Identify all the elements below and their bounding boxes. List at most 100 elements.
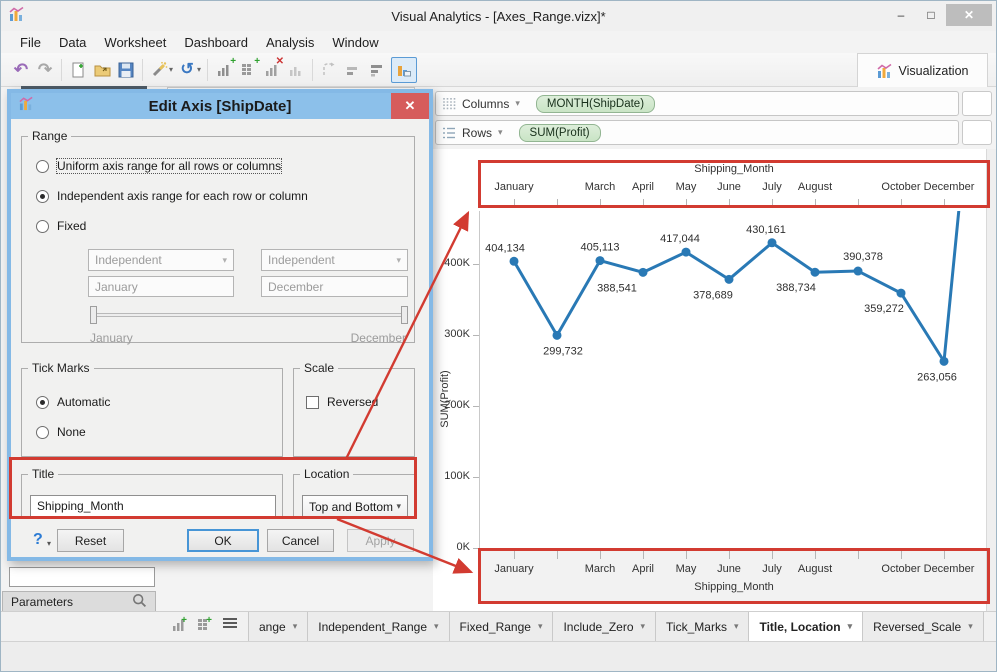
visualization-tab[interactable]: Visualization [857, 53, 988, 87]
tab-dropdown-icon[interactable]: ▾ [537, 621, 543, 631]
wand-dropdown-icon[interactable]: ▾ [169, 65, 174, 74]
y-tick-label: 0K [456, 541, 470, 553]
tab-dropdown-icon[interactable]: ▾ [847, 621, 853, 631]
data-point-october[interactable] [896, 288, 906, 298]
tab-dropdown-icon[interactable]: ▾ [640, 621, 646, 631]
columns-field-pill[interactable]: MONTH(ShipDate) [535, 94, 656, 113]
parameters-header[interactable]: Parameters [2, 591, 156, 613]
tab-list-menu-icon[interactable] [222, 617, 238, 636]
data-point-may[interactable] [681, 247, 691, 257]
maximize-button[interactable]: □ [927, 8, 935, 22]
new-document-icon[interactable] [66, 58, 90, 82]
sort-descending-icon[interactable] [365, 58, 389, 82]
menu-item-analysis[interactable]: Analysis [265, 34, 315, 50]
radio-independent-range[interactable]: Independent axis range for each row or c… [36, 189, 308, 203]
ok-button[interactable]: OK [187, 529, 259, 552]
menu-item-window[interactable]: Window [332, 34, 379, 50]
delete-chart-icon[interactable]: ✕ [260, 56, 284, 82]
columns-shelf-end[interactable] [962, 91, 992, 116]
undo-icon[interactable]: ↶ [13, 60, 29, 79]
cancel-button[interactable]: Cancel [267, 529, 334, 552]
columns-dropdown-icon[interactable]: ▾ [515, 98, 520, 108]
data-point-april[interactable] [638, 267, 648, 277]
columns-grip-icon [443, 97, 456, 110]
refresh-dropdown-icon[interactable]: ▾ [197, 65, 202, 74]
tab-label: Fixed_Range [459, 619, 531, 634]
radio-fixed-range[interactable]: Fixed [36, 219, 86, 233]
data-point-label: 388,734 [776, 282, 816, 294]
add-chart-icon[interactable]: + [212, 56, 236, 82]
tab-ange[interactable]: ange ▾ [248, 612, 309, 641]
tab-independent-range[interactable]: Independent_Range ▾ [308, 612, 450, 641]
show-chart-tool-active[interactable] [391, 56, 418, 83]
radio-icon[interactable] [36, 219, 49, 233]
dialog-close-button[interactable]: ✕ [391, 93, 429, 119]
location-select[interactable]: Top and Bottom ▾ [302, 495, 408, 518]
tab-fixed-range[interactable]: Fixed_Range ▾ [449, 612, 554, 641]
radio-icon[interactable] [36, 425, 49, 439]
range-min-field: January [88, 276, 234, 297]
rows-dropdown-icon[interactable]: ▾ [498, 127, 503, 137]
axis-title-input[interactable]: Shipping_Month [30, 495, 276, 517]
reset-button[interactable]: Reset [57, 529, 124, 552]
rows-field-pill[interactable]: SUM(Profit) [518, 123, 601, 142]
redo-icon[interactable]: ↷ [37, 60, 53, 79]
sort-ascending-icon[interactable] [341, 58, 365, 82]
menu-item-dashboard[interactable]: Dashboard [184, 34, 248, 50]
data-point-july[interactable] [767, 238, 777, 248]
data-point-march[interactable] [595, 256, 605, 266]
tab-tick-marks[interactable]: Tick_Marks ▾ [656, 612, 750, 641]
left-panel-field[interactable] [9, 567, 155, 587]
chart-options-icon[interactable] [284, 58, 308, 82]
radio-tick-none[interactable]: None [36, 425, 86, 439]
radio-uniform-range[interactable]: Uniform axis range for all rows or colum… [36, 158, 283, 174]
profit-line-chart[interactable]: 404,134 299,732 405,113 388,541 417,044 378,6… [479, 211, 986, 548]
menu-item-data[interactable]: Data [58, 34, 87, 50]
refresh-icon[interactable]: ↺ [180, 60, 194, 78]
search-icon[interactable] [132, 593, 147, 611]
help-dropdown-icon[interactable]: ▾ [47, 539, 52, 548]
data-point-august[interactable] [810, 267, 820, 277]
radio-icon[interactable] [36, 159, 49, 173]
radio-tick-automatic[interactable]: Automatic [36, 395, 110, 409]
rows-shelf-end[interactable] [962, 120, 992, 145]
tab-reversed-scale[interactable]: Reversed_Scale ▾ [863, 612, 984, 641]
chart-top-axis[interactable]: Shipping_Month January March April May June J… [479, 161, 989, 208]
tab-include-zero[interactable]: Include_Zero ▾ [553, 612, 657, 641]
wizard-wand-icon[interactable] [147, 58, 171, 82]
columns-shelf[interactable]: Columns ▾ MONTH(ShipDate) [435, 91, 959, 116]
tab-label: Independent_Range [318, 619, 428, 634]
vertical-scrollbar[interactable] [986, 149, 996, 613]
save-icon[interactable] [114, 58, 138, 82]
chart-canvas[interactable]: Shipping_Month January March April May June J… [433, 149, 989, 613]
checkbox-icon[interactable] [306, 395, 319, 409]
new-crosstab-tab-icon[interactable]: + [197, 615, 212, 637]
menu-item-worksheet[interactable]: Worksheet [104, 34, 167, 50]
tab-dropdown-icon[interactable]: ▾ [733, 621, 739, 631]
data-point-june[interactable] [724, 274, 734, 284]
rows-shelf[interactable]: Rows ▾ SUM(Profit) [435, 120, 959, 145]
tab-dropdown-icon[interactable]: ▾ [968, 621, 973, 631]
data-point-september[interactable] [853, 266, 863, 276]
data-point-january[interactable] [509, 256, 519, 266]
radio-icon-selected[interactable] [36, 189, 49, 203]
reversed-checkbox-row[interactable]: Reversed [306, 395, 378, 409]
swap-axes-icon[interactable] [317, 58, 341, 82]
new-chart-tab-icon[interactable]: + [172, 615, 187, 637]
radio-icon-selected[interactable] [36, 395, 49, 409]
add-crosstab-icon[interactable]: + [236, 56, 260, 82]
tab-dropdown-icon[interactable]: ▾ [434, 621, 439, 631]
open-folder-icon[interactable] [90, 58, 114, 82]
help-button[interactable]: ? [33, 531, 43, 548]
tab-title-location[interactable]: Title, Location ▾ [749, 612, 864, 641]
close-button[interactable]: ✕ [946, 4, 992, 26]
minimize-button[interactable]: – [897, 8, 905, 22]
data-point-february[interactable] [552, 330, 562, 340]
dialog-titlebar[interactable]: Edit Axis [ShipDate] ✕ [11, 93, 429, 119]
menu-item-file[interactable]: File [20, 34, 41, 50]
apply-button[interactable]: Apply [347, 529, 414, 552]
tab-dropdown-icon[interactable]: ▾ [292, 621, 298, 631]
columns-label: Columns [462, 96, 510, 111]
chart-bottom-axis[interactable]: January March April May June July August Octobe… [479, 549, 989, 603]
data-point-november[interactable] [939, 356, 949, 366]
